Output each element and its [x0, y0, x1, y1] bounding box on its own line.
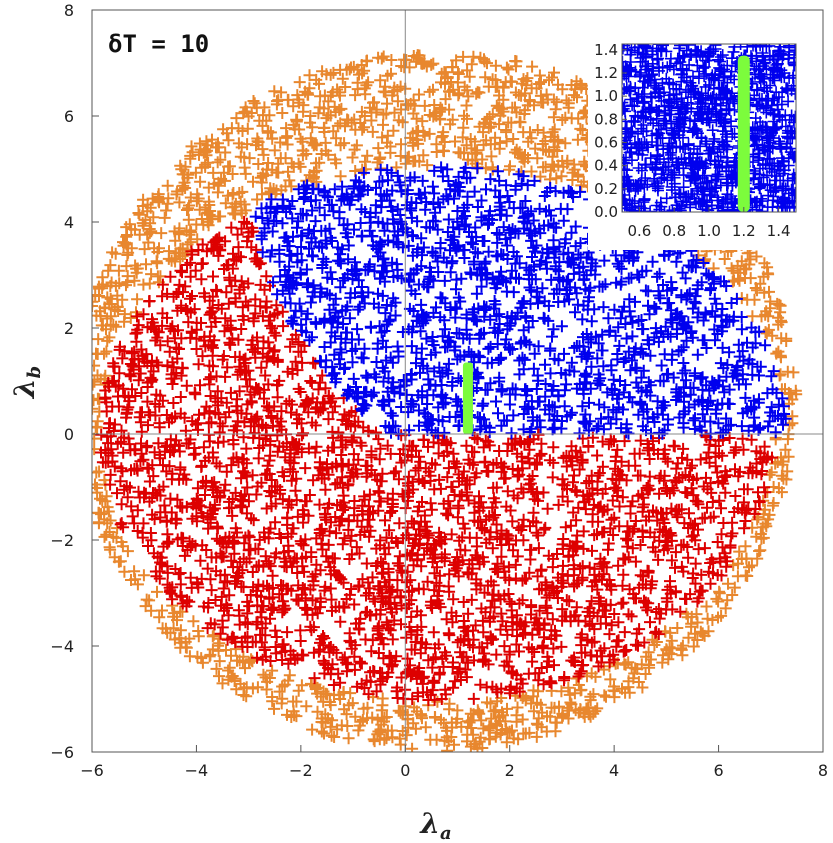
inset-chart: 0.6 0.8 1.0 1.2 1.4 0.0 0.2 0.4 0.6 0.8 1.0 1.2 1.4 — [588, 36, 808, 250]
inset-x-tick-label: 1.2 — [732, 222, 756, 240]
x-tick-label: −6 — [80, 761, 104, 780]
y-axis-title-main: λ — [8, 378, 41, 399]
x-tick-label: 8 — [818, 761, 828, 780]
inset-y-axis-ticks: 0.0 0.2 0.4 0.6 0.8 1.0 1.2 1.4 — [594, 41, 627, 221]
inset-x-tick-label: 0.8 — [662, 222, 686, 240]
blue-series-points — [249, 161, 792, 440]
green-series-strip — [462, 362, 473, 434]
x-tick-label: 0 — [400, 761, 410, 780]
plot-frame — [91, 9, 824, 753]
inset-y-tick-label: 0.2 — [594, 180, 618, 198]
y-tick-label: 4 — [64, 213, 74, 232]
x-axis-title-main: λ — [419, 807, 440, 840]
inset-scatter-points — [622, 44, 796, 212]
x-axis-title-sub: a — [440, 823, 452, 843]
main-scatter-points — [92, 49, 803, 752]
x-tick-label: 4 — [609, 761, 619, 780]
inset-y-tick-label: 0.0 — [594, 203, 618, 221]
y-axis-ticks: −6 −4 −2 0 2 4 6 8 — [50, 1, 99, 762]
delta-t-annotation: δT = 10 — [108, 30, 209, 58]
inset-y-tick-label: 1.2 — [594, 64, 618, 82]
x-tick-label: −4 — [185, 761, 209, 780]
y-axis-title-sub: b — [24, 366, 45, 379]
inset-y-tick-label: 1.0 — [594, 87, 618, 105]
x-tick-label: 2 — [505, 761, 515, 780]
x-axis-ticks: −6 −4 −2 0 2 4 6 8 — [80, 745, 828, 780]
inset-green-series-strip — [737, 55, 750, 212]
y-tick-label: −4 — [50, 637, 74, 656]
y-tick-label: 6 — [64, 107, 74, 126]
y-tick-label: 0 — [64, 425, 74, 444]
inset-x-tick-label: 1.4 — [767, 222, 791, 240]
inset-y-tick-label: 0.4 — [594, 157, 618, 175]
x-tick-label: −2 — [289, 761, 313, 780]
x-tick-label: 6 — [713, 761, 723, 780]
inset-x-tick-label: 1.0 — [697, 222, 721, 240]
inset-y-tick-label: 0.8 — [594, 110, 618, 128]
zero-lines — [92, 10, 823, 752]
inset-y-tick-label: 0.6 — [594, 133, 618, 151]
y-tick-label: −2 — [50, 531, 74, 550]
y-axis-title: λb — [8, 366, 45, 399]
inset-x-axis-ticks: 0.6 0.8 1.0 1.2 1.4 — [627, 207, 791, 240]
y-tick-label: −6 — [50, 743, 74, 762]
red-series-points — [95, 215, 778, 706]
y-tick-label: 8 — [64, 1, 74, 20]
inset-x-tick-label: 0.6 — [627, 222, 651, 240]
x-axis-title: λa — [419, 807, 451, 843]
inset-y-tick-label: 1.4 — [594, 41, 618, 59]
y-tick-label: 2 — [64, 319, 74, 338]
